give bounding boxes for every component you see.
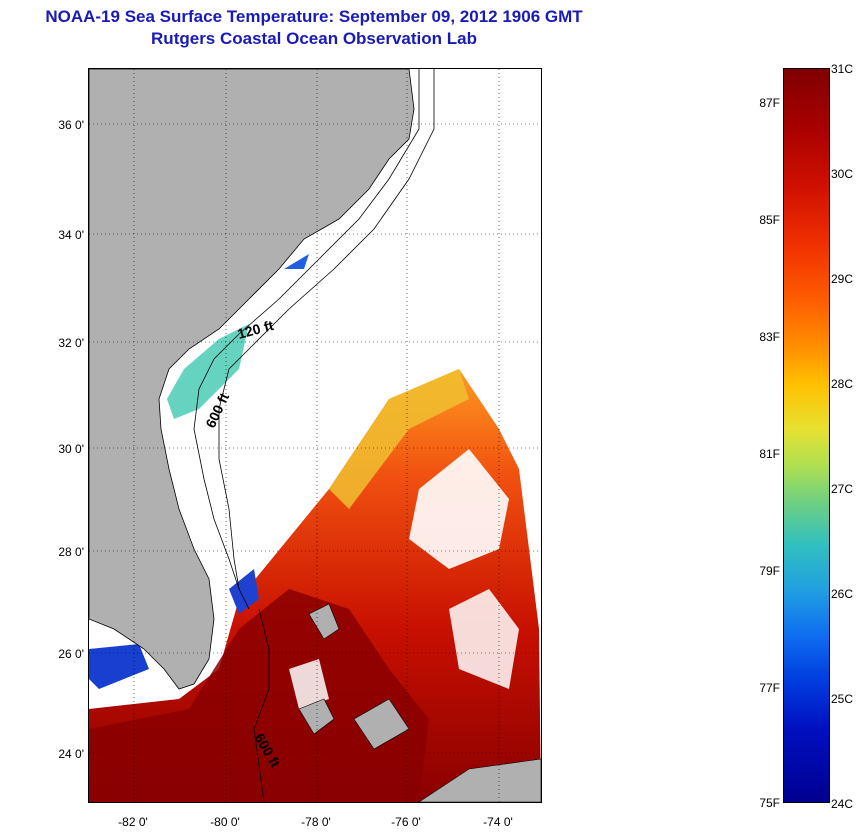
- lat-tick-label: 30 0': [58, 442, 84, 456]
- colorbar-c-label: 31C: [831, 62, 854, 76]
- lon-tick-label: -76 0': [391, 815, 421, 829]
- map-graphic: 120 ft 600 ft 600 ft: [89, 69, 541, 802]
- colorbar-c-label: 24C: [831, 797, 854, 811]
- colorbar-c-label: 30C: [831, 167, 854, 181]
- bahamas-island: [308, 603, 340, 640]
- contour-600ft: [218, 69, 435, 590]
- lat-tick-label: 24 0': [58, 747, 84, 761]
- cloud-mask-2: [449, 589, 519, 689]
- colorbar-f-label: 85F: [759, 213, 780, 227]
- lon-tick-label: -82 0': [118, 815, 148, 829]
- sst-map[interactable]: 120 ft 600 ft 600 ft: [88, 68, 542, 803]
- lat-tick-label: 32 0': [58, 336, 84, 350]
- colorbar-c-label: 29C: [831, 272, 854, 286]
- cloud-mask: [409, 449, 509, 569]
- cloud-mask-3: [289, 659, 329, 709]
- cuba-coast: [418, 758, 541, 802]
- map-title: NOAA-19 Sea Surface Temperature: Septemb…: [0, 6, 628, 50]
- colorbar-c-label: 25C: [831, 692, 854, 706]
- lat-tick-label: 34 0': [58, 228, 84, 242]
- colorbar-f-label: 83F: [759, 330, 780, 344]
- bahamas-island-2: [298, 698, 335, 735]
- title-line-2: Rutgers Coastal Ocean Observation Lab: [151, 29, 477, 48]
- contour-120ft: [193, 69, 420, 610]
- contour-label-120: 120 ft: [236, 317, 276, 342]
- lon-tick-label: -74 0': [483, 815, 513, 829]
- lon-tick-label: -80 0': [210, 815, 240, 829]
- cool-water-patch-5: [89, 644, 149, 689]
- title-line-1: NOAA-19 Sea Surface Temperature: Septemb…: [45, 7, 583, 26]
- colorbar-c-label: 26C: [831, 587, 854, 601]
- cool-water-patch-3: [229, 569, 259, 614]
- bahamas-island-3: [353, 698, 410, 750]
- temperature-colorbar: [783, 68, 830, 803]
- colorbar-f-label: 87F: [759, 96, 780, 110]
- warm-front: [329, 369, 469, 509]
- lon-tick-label: -78 0': [301, 815, 331, 829]
- land-mass: [89, 69, 415, 690]
- grid: [89, 69, 541, 802]
- cool-water-patch-2: [284, 254, 309, 269]
- colorbar-f-label: 79F: [759, 564, 780, 578]
- colorbar-c-label: 27C: [831, 482, 854, 496]
- colorbar-f-label: 77F: [759, 681, 780, 695]
- colorbar-f-label: 75F: [759, 796, 780, 810]
- lat-tick-label: 36 0': [58, 118, 84, 132]
- lat-tick-label: 28 0': [58, 545, 84, 559]
- hot-water: [89, 589, 429, 802]
- colorbar-f-label: 81F: [759, 447, 780, 461]
- contour-600ft-2: [253, 608, 270, 802]
- colorbar-c-label: 28C: [831, 377, 854, 391]
- lat-tick-label: 26 0': [58, 647, 84, 661]
